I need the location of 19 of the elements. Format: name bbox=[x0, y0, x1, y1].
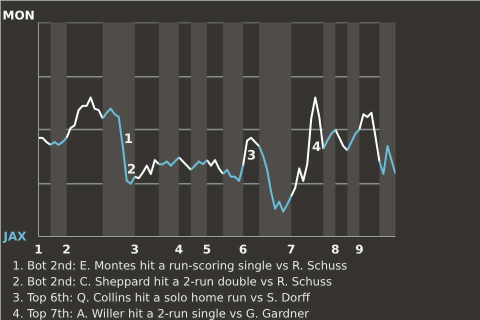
annotation: 3 bbox=[246, 148, 256, 164]
annotation: 1 bbox=[124, 132, 133, 147]
annotation: 4 bbox=[312, 140, 322, 156]
annotation: 2 bbox=[127, 162, 136, 178]
x-tick-label: 2 bbox=[62, 242, 71, 256]
text: 4. Top 7th: A. Willer hit a 2-run single vs G. Gardner bbox=[12, 306, 310, 320]
x-tick-label: 6 bbox=[238, 242, 248, 256]
x-tick-label: 1 bbox=[34, 242, 43, 256]
x-tick-label: 7 bbox=[287, 242, 296, 256]
x-tick-label: 5 bbox=[202, 242, 212, 256]
text: JAX bbox=[2, 230, 28, 244]
x-tick-label: 9 bbox=[355, 242, 364, 256]
text: 1. Bot 2nd: E. Montes hit a run-scoring single vs R. Schuss bbox=[12, 258, 348, 272]
text: 3. Top 6th: Q. Collins hit a solo home run vs S. Dorff bbox=[12, 290, 311, 304]
text: 2. Bot 2nd: C. Sheppard hit a 2-run double vs R. Schuss bbox=[12, 274, 332, 288]
x-tick-label: 4 bbox=[174, 242, 184, 256]
x-tick-label: 3 bbox=[130, 242, 139, 256]
x-tick-label: 8 bbox=[331, 242, 340, 256]
text: MON bbox=[2, 8, 35, 22]
